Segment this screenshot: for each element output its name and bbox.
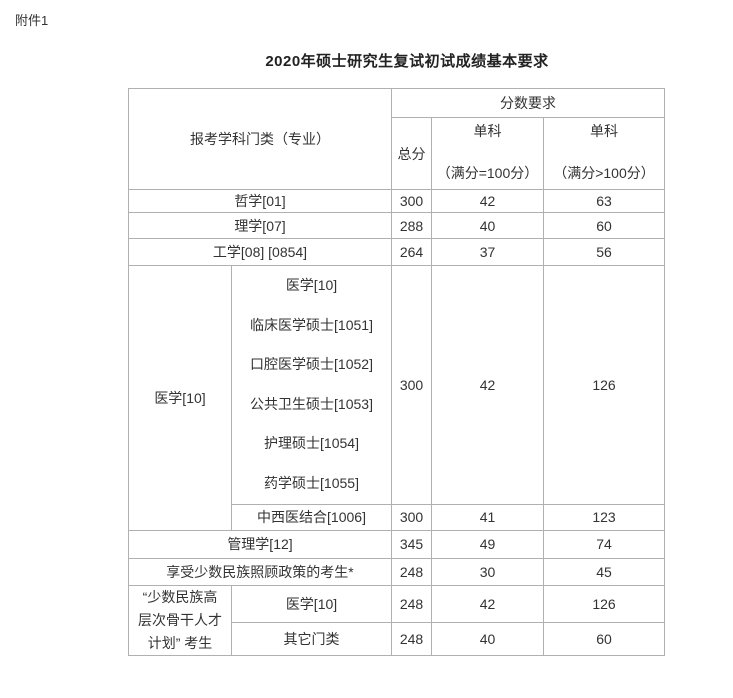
cell-science-sgt100: 60 bbox=[543, 212, 665, 239]
minority-program-line: “少数民族高 bbox=[142, 588, 218, 605]
score-requirements-table: 报考学科门类（专业） 分数要求 总分 单科 （满分=100分） 单科 （满分>1… bbox=[128, 88, 665, 656]
table-row-minority-policy: 享受少数民族照顾政策的考生* 248 30 45 bbox=[128, 557, 665, 586]
medicine-subject-item: 公共卫生硕士[1053] bbox=[250, 395, 373, 412]
header-category-cell: 报考学科门类（专业） bbox=[128, 88, 392, 190]
cell-minority-policy-s100: 30 bbox=[431, 557, 544, 586]
header-total-cell: 总分 bbox=[391, 117, 432, 190]
table-row-medicine-group: 医学[10] 医学[10] 临床医学硕士[1051] 口腔医学硕士[1052] … bbox=[128, 265, 665, 531]
table-row-minority-program-medicine: “少数民族高 层次骨干人才 计划” 考生 医学[10] 248 42 126 bbox=[128, 584, 665, 656]
cell-management-s100: 49 bbox=[431, 529, 544, 559]
cell-program-others-total: 248 bbox=[391, 621, 432, 656]
cell-science-label: 理学[07] bbox=[128, 212, 392, 239]
header-single-gt100-cell: 单科 （满分>100分） bbox=[543, 117, 665, 190]
cell-tcm-s100: 41 bbox=[431, 503, 544, 531]
cell-engineering-total: 264 bbox=[391, 238, 432, 266]
medicine-subject-item: 医学[10] bbox=[285, 277, 338, 293]
cell-program-others-sgt100: 60 bbox=[543, 621, 665, 656]
cell-management-label: 管理学[12] bbox=[128, 529, 392, 559]
table-header-row-2: 总分 单科 （满分=100分） 单科 （满分>100分） bbox=[129, 117, 665, 190]
cell-engineering-s100: 37 bbox=[431, 238, 544, 266]
cell-tcm-total: 300 bbox=[391, 503, 432, 531]
table-row-tcm-western: 中西医结合[1006] 300 41 123 bbox=[129, 503, 665, 531]
header-single-gt100-title: 单科 bbox=[590, 123, 618, 139]
cell-philosophy-total: 300 bbox=[391, 189, 432, 213]
page-title: 2020年硕士研究生复试初试成绩基本要求 bbox=[265, 53, 549, 70]
cell-philosophy-s100: 42 bbox=[431, 189, 544, 213]
medicine-subject-item: 临床医学硕士[1051] bbox=[250, 316, 373, 333]
minority-program-line: 计划” 考生 bbox=[147, 634, 213, 651]
header-single-100-note: （满分=100分） bbox=[436, 165, 539, 181]
cell-minority-policy-total: 248 bbox=[391, 557, 432, 586]
cell-philosophy-sgt100: 63 bbox=[543, 189, 665, 213]
cell-management-sgt100: 74 bbox=[543, 529, 665, 559]
cell-engineering-sgt100: 56 bbox=[543, 238, 665, 266]
table-header-row-1: 报考学科门类（专业） 分数要求 bbox=[128, 88, 665, 190]
header-single-100-cell: 单科 （满分=100分） bbox=[431, 117, 544, 190]
table-row-philosophy: 哲学[01] 300 42 63 bbox=[128, 189, 665, 213]
medicine-subject-item: 药学硕士[1055] bbox=[264, 474, 359, 491]
cell-program-others-label: 其它门类 bbox=[231, 621, 392, 656]
cell-program-medicine-label: 医学[10] bbox=[231, 584, 392, 623]
cell-medicine-sgt100: 126 bbox=[543, 265, 665, 505]
cell-program-medicine-s100: 42 bbox=[431, 584, 544, 623]
table-row-management: 管理学[12] 345 49 74 bbox=[128, 529, 665, 559]
cell-tcm-label: 中西医结合[1006] bbox=[231, 503, 392, 531]
table-row-engineering: 工学[08] [0854] 264 37 56 bbox=[128, 238, 665, 266]
medicine-subject-item: 口腔医学硕士[1052] bbox=[250, 356, 373, 373]
cell-program-medicine-total: 248 bbox=[391, 584, 432, 623]
cell-minority-policy-sgt100: 45 bbox=[543, 557, 665, 586]
attachment-label: 附件1 bbox=[15, 13, 49, 28]
cell-science-total: 288 bbox=[391, 212, 432, 239]
cell-minority-program-category: “少数民族高 层次骨干人才 计划” 考生 bbox=[128, 584, 232, 656]
cell-philosophy-label: 哲学[01] bbox=[128, 189, 392, 213]
minority-program-line: 层次骨干人才 bbox=[138, 611, 222, 628]
cell-medicine-category: 医学[10] bbox=[128, 265, 232, 531]
cell-engineering-label: 工学[08] [0854] bbox=[128, 238, 392, 266]
cell-program-others-s100: 40 bbox=[431, 621, 544, 656]
header-score-requirement-cell: 分数要求 bbox=[391, 88, 665, 118]
cell-tcm-sgt100: 123 bbox=[543, 503, 665, 531]
cell-management-total: 345 bbox=[391, 529, 432, 559]
medicine-subject-item: 护理硕士[1054] bbox=[264, 435, 359, 452]
cell-minority-policy-label: 享受少数民族照顾政策的考生* bbox=[128, 557, 392, 586]
cell-science-s100: 40 bbox=[431, 212, 544, 239]
header-single-gt100-note: （满分>100分） bbox=[553, 165, 655, 181]
cell-medicine-s100: 42 bbox=[431, 265, 544, 505]
table-row-science: 理学[07] 288 40 60 bbox=[128, 212, 665, 239]
table-row-minority-program-others: 其它门类 248 40 60 bbox=[129, 621, 665, 656]
cell-medicine-total: 300 bbox=[391, 265, 432, 505]
header-single-100-title: 单科 bbox=[473, 123, 502, 139]
cell-program-medicine-sgt100: 126 bbox=[543, 584, 665, 623]
cell-medicine-subjects: 医学[10] 临床医学硕士[1051] 口腔医学硕士[1052] 公共卫生硕士[… bbox=[231, 265, 392, 505]
